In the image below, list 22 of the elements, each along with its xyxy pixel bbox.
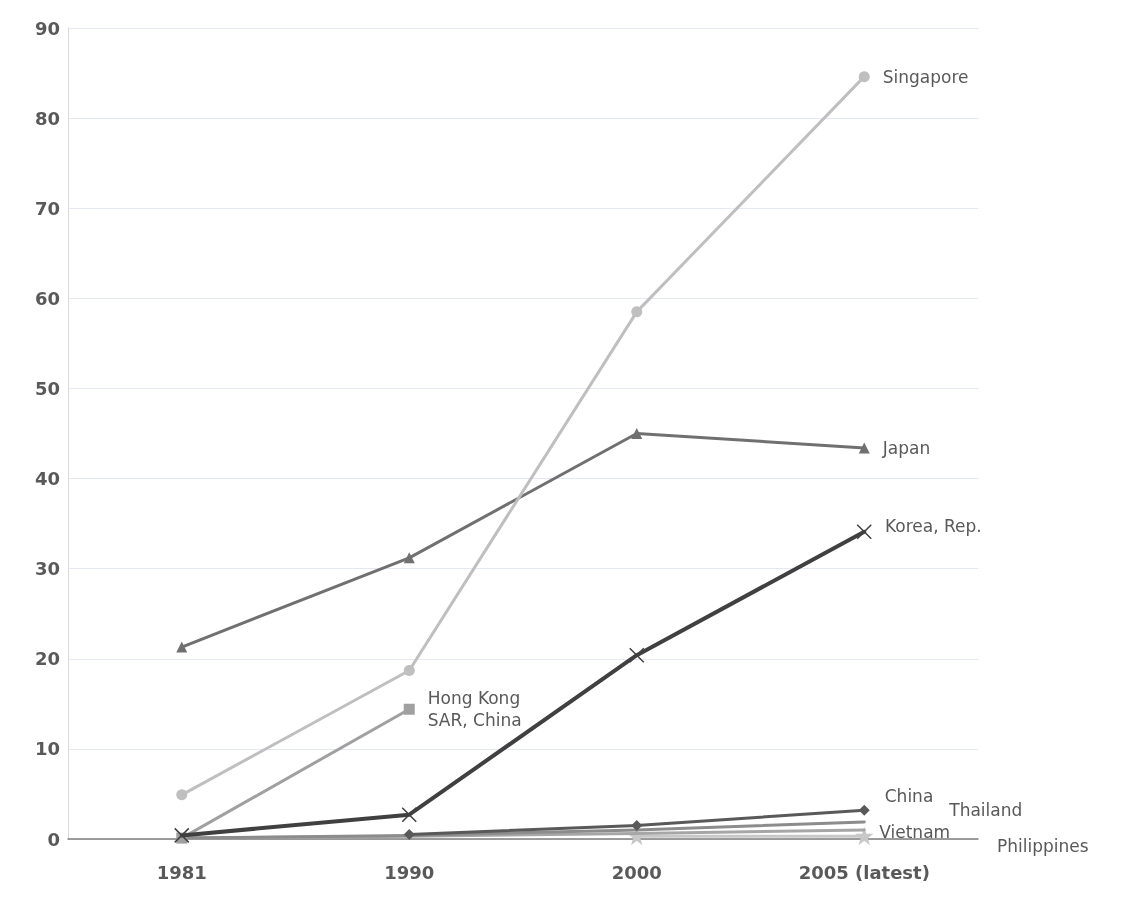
y-tick-label: 60: [34, 287, 60, 309]
series-label: Korea, Rep.: [885, 515, 982, 536]
y-tick-label: 50: [34, 377, 60, 399]
y-tick-label: 0: [47, 828, 60, 850]
x-tick-label: 2000: [611, 861, 662, 883]
x-tick-label: 1990: [384, 861, 435, 883]
y-tick-label: 10: [34, 738, 60, 760]
series-label: Singapore: [882, 66, 969, 87]
x-tick-label: 1981: [156, 861, 207, 883]
series-label: China: [884, 786, 934, 807]
text: Philippines: [997, 836, 1089, 857]
text: Thailand: [948, 799, 1023, 820]
series-label: Japan: [881, 437, 931, 458]
y-tick-label: 30: [34, 558, 60, 580]
y-tick-label: 90: [34, 17, 60, 39]
y-tick-label: 40: [34, 468, 60, 490]
series-label: Vietnam: [879, 821, 951, 842]
series-label: Hong Kong SAR, China: [427, 688, 522, 731]
y-tick-label: 20: [34, 648, 60, 670]
y-tick-label: 70: [34, 197, 60, 219]
y-tick-label: 80: [34, 107, 60, 129]
x-tick-label: 2005 (latest): [798, 861, 930, 883]
